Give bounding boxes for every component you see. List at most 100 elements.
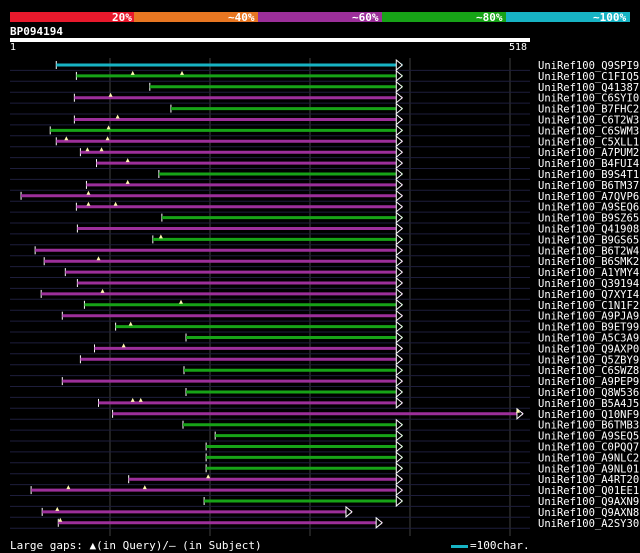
hit-label: UniRef100_Q9AXN8 (538, 507, 639, 519)
hit-label: UniRef100_A7PUM2 (538, 147, 639, 159)
hit-arrow (395, 80, 404, 93)
hit-arrow (395, 342, 404, 355)
hit-arrow (395, 462, 404, 475)
query-gap-marker (128, 321, 133, 326)
query-id: BP094194 (10, 25, 63, 38)
hit-label: UniRef100_A9PJA9 (538, 311, 639, 323)
hit-arrow (395, 385, 404, 399)
query-gap-marker (96, 256, 101, 261)
legend-seg-60 (258, 12, 382, 22)
legend-label-100: ~100% (593, 11, 627, 24)
hit-arrow (395, 244, 404, 257)
query-gap-marker (179, 70, 184, 75)
hit-arrow (395, 211, 404, 224)
query-gap-marker (142, 485, 147, 490)
hit-arrow (395, 375, 404, 388)
hit-label: UniRef100_B6TM37 (538, 180, 639, 192)
scale-legend: =100char. (451, 540, 530, 551)
query-gap-marker (158, 234, 163, 239)
query-gap-marker (130, 397, 135, 402)
hit-label: UniRef100_B6SMK2 (538, 256, 639, 268)
hit-label: UniRef100_C5XLL1 (538, 136, 639, 148)
hit-arrow (395, 494, 404, 508)
legend-seg-40 (134, 12, 258, 22)
query-gap-marker (206, 474, 211, 479)
query-gap-marker (108, 92, 113, 97)
hit-label: UniRef100_A4RT20 (538, 474, 639, 486)
legend-label-60: ~60% (352, 11, 379, 24)
query-gap-marker (99, 147, 104, 152)
query-gap-marker (86, 201, 91, 206)
hit-label: UniRef100_Q9AXP0 (538, 343, 639, 355)
identity-legend-bar: 20% ~40% ~60% ~80% ~100% (10, 11, 630, 24)
legend-seg-80 (382, 12, 506, 22)
ruler-start: 1 (10, 42, 17, 53)
hit-arrow (395, 200, 404, 213)
hit-arrow (395, 102, 404, 115)
query-gap-marker (58, 517, 63, 522)
hit-arrow (395, 451, 404, 464)
hit-arrow (395, 429, 404, 442)
hit-arrow (395, 124, 404, 137)
hit-arrow (395, 113, 404, 126)
scale-label: =100char. (470, 539, 530, 552)
query-gap-marker (113, 201, 118, 206)
query-gap-marker (86, 190, 91, 195)
hit-arrow (395, 353, 404, 366)
hit-arrow (395, 484, 404, 497)
query-gap-marker (178, 299, 183, 304)
hit-label: UniRef100_C1N1F2 (538, 300, 639, 312)
hit-arrow (395, 309, 404, 322)
hit-label: UniRef100_B7FHC2 (538, 104, 639, 116)
hit-arrow (395, 320, 404, 333)
hit-label: UniRef100_C1FIQ5 (538, 71, 639, 83)
hit-arrow (375, 516, 383, 529)
hit-label: UniRef100_B9SZ65 (538, 213, 639, 225)
hit-arrow (395, 255, 404, 268)
hit-label: UniRef100_B6TMB3 (538, 420, 639, 432)
hit-arrow (395, 69, 404, 82)
hit-label: UniRef100_C6T2W3 (538, 115, 639, 127)
hit-label: UniRef100_Q01EE1 (538, 485, 639, 497)
query-gap-marker (85, 147, 90, 152)
hit-arrow (395, 331, 404, 344)
hit-label: UniRef100_C6SYI0 (538, 93, 639, 105)
hit-arrow (395, 189, 404, 202)
scale-swatch (451, 544, 468, 548)
hit-label: UniRef100_A7QVP6 (538, 191, 639, 203)
hit-arrow (395, 396, 404, 409)
hit-label: UniRef100_Q8W536 (538, 387, 639, 399)
hit-label: UniRef100_B6T2W4 (538, 245, 639, 257)
hit-label: UniRef100_C6SWM3 (538, 125, 639, 137)
hit-label: UniRef100_A9SEQ5 (538, 431, 639, 443)
hit-arrow (345, 505, 353, 518)
query-gap-marker (115, 114, 120, 119)
hit-arrow (395, 157, 404, 170)
hit-arrow (395, 364, 404, 377)
legend-label-40: ~40% (228, 11, 255, 24)
hit-arrow (395, 58, 404, 72)
gaps-legend: Large gaps: ▲(in Query)/– (in Subject) (10, 539, 262, 552)
hit-label: UniRef100_C6SWZ8 (538, 365, 639, 377)
hit-label: UniRef100_A9NL01 (538, 463, 639, 475)
hit-arrow (395, 222, 404, 235)
hit-arrow (395, 233, 404, 246)
hit-arrow (395, 146, 404, 159)
query-gap-marker (121, 343, 126, 348)
legend-seg-20 (10, 12, 134, 22)
hit-arrow (395, 276, 404, 290)
legend-seg-100 (506, 12, 630, 22)
legend-label-80: ~80% (476, 11, 503, 24)
hit-label: UniRef100_A1YMY4 (538, 267, 639, 279)
hit-label: UniRef100_A9PEP9 (538, 376, 639, 388)
hit-label: UniRef100_A9NLC2 (538, 452, 639, 464)
query-gap-marker (138, 397, 143, 402)
hit-label: UniRef100_B9S4T1 (538, 169, 639, 181)
query-gap-marker (130, 70, 135, 75)
query-gap-marker (64, 136, 69, 141)
hit-arrow (395, 287, 404, 300)
hit-label: UniRef100_B4FUI4 (538, 158, 639, 170)
query-ruler (10, 38, 530, 42)
hit-arrow (395, 91, 404, 104)
